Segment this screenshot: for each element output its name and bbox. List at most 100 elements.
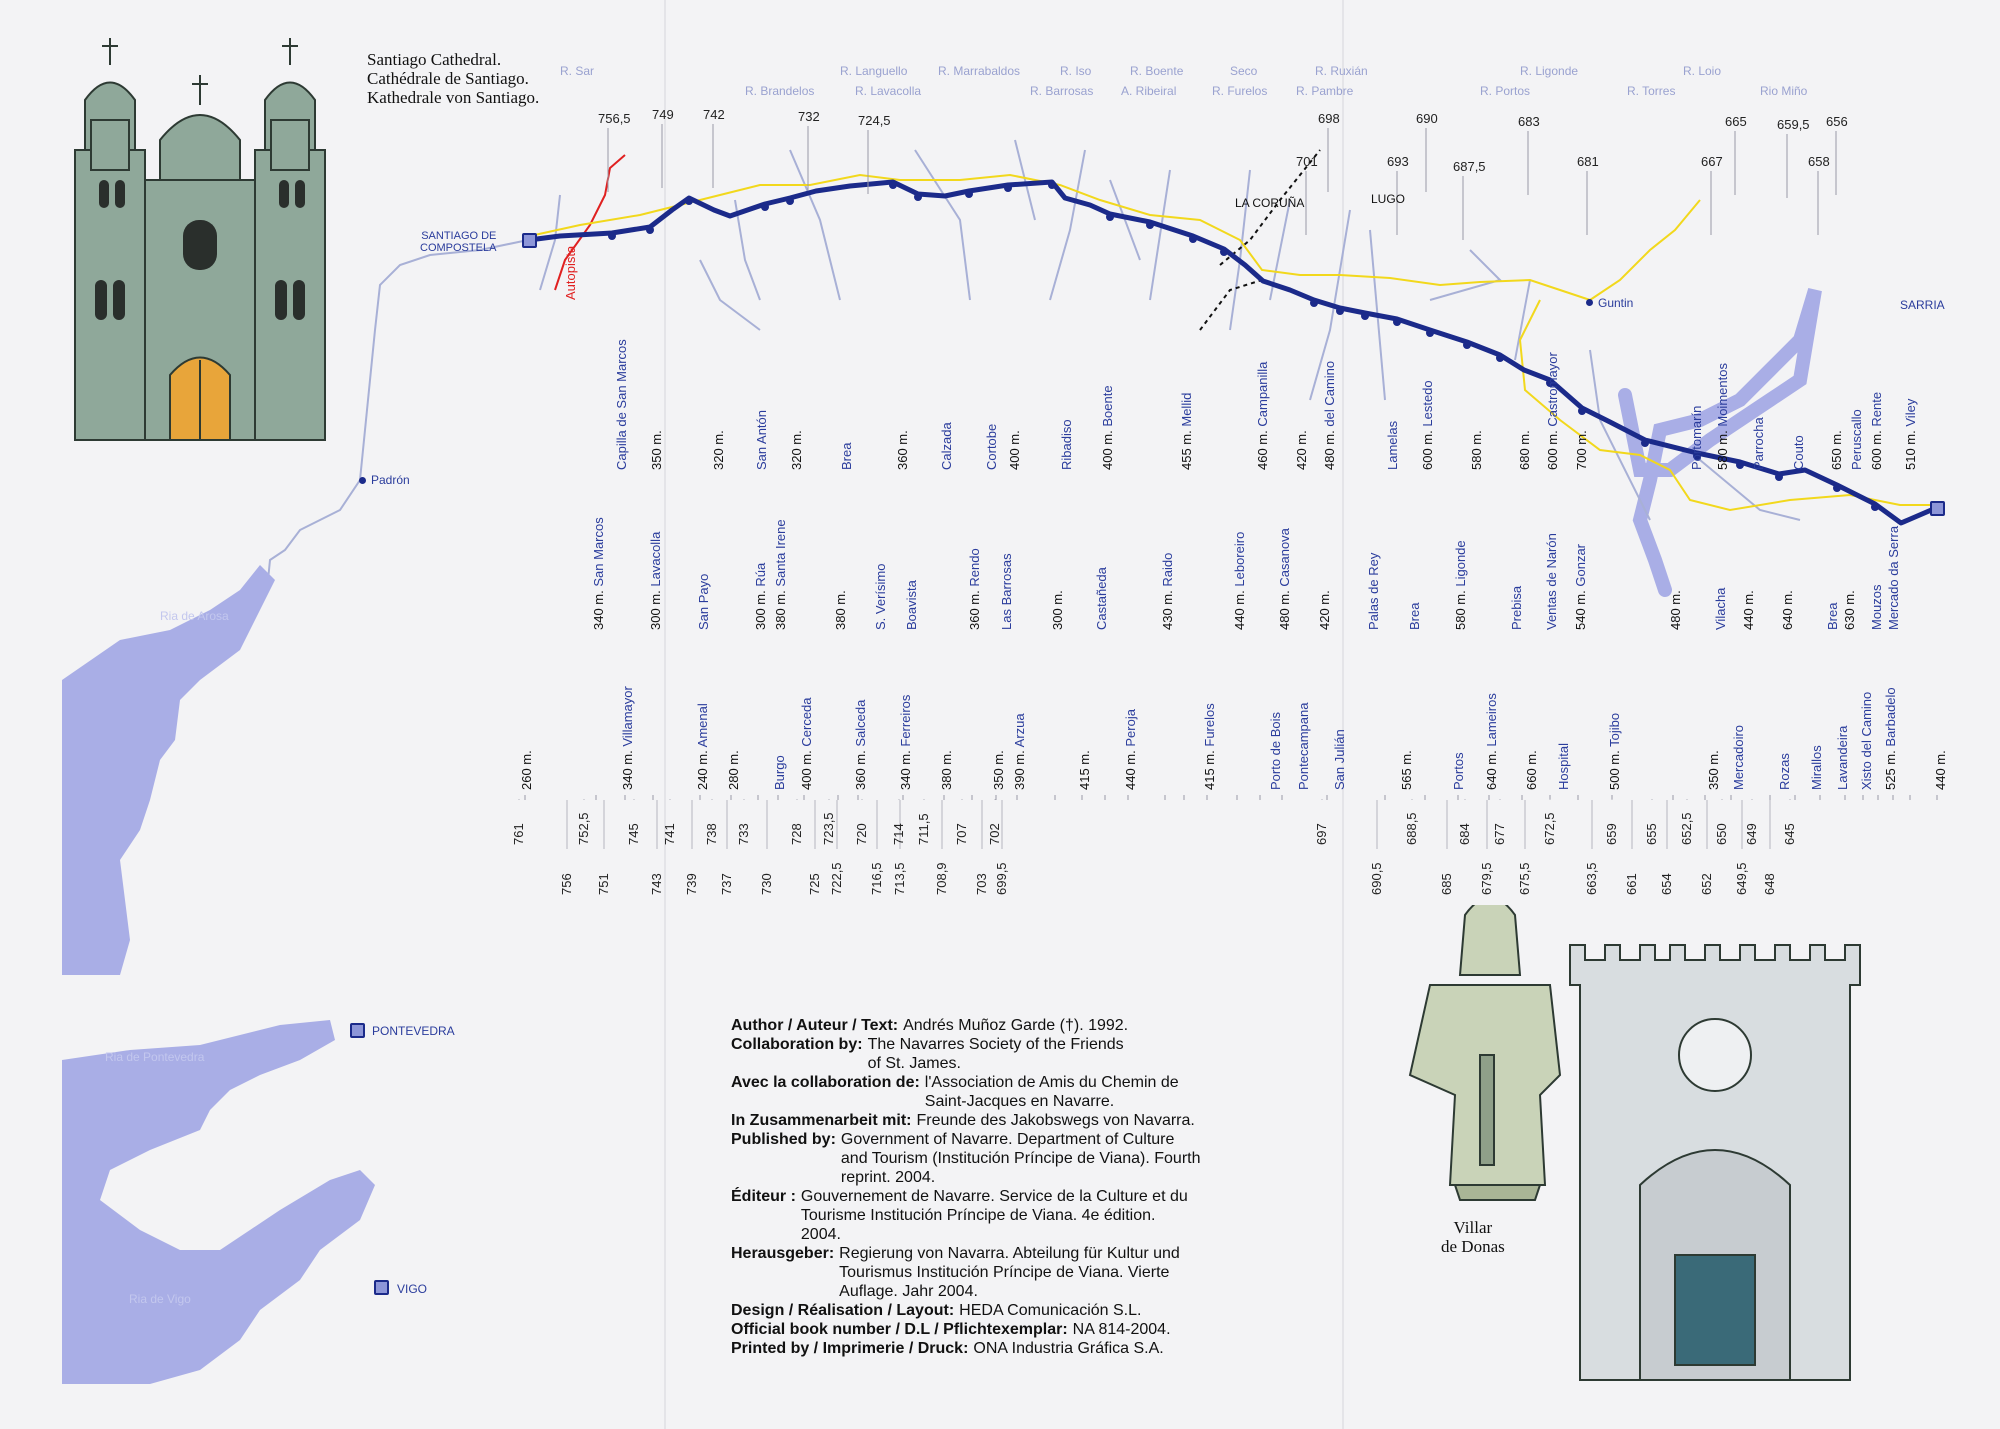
place-name: San Antón <box>754 410 769 470</box>
autopista-text: Autopista <box>563 245 578 300</box>
credit-row: Published by: Government of Navarre. Depa… <box>731 1130 1201 1187</box>
place-altitude: 540 m. <box>1573 590 1588 630</box>
credit-row: Author / Auteur / Text: Andrés Muñoz Gard… <box>731 1016 1201 1035</box>
padron-dot <box>359 477 366 484</box>
river-line <box>789 149 841 301</box>
river-line <box>914 149 971 301</box>
coastal-map <box>62 239 529 1384</box>
km-mark-label: 756 <box>559 873 574 895</box>
top-altitude-label: 687,5 <box>1453 159 1486 174</box>
place-name: Porto de Bois <box>1268 711 1283 790</box>
place-altitude: 280 m. <box>726 750 741 790</box>
km-mark-label: 655 <box>1644 823 1659 845</box>
credit-text: Andrés Muñoz Garde (†). 1992. <box>903 1016 1128 1035</box>
river-line <box>1149 169 1171 301</box>
santiago-label: SANTIAGO DE COMPOSTELA <box>420 230 496 254</box>
km-mark-label: 650 <box>1714 823 1729 845</box>
km-mark-label: 649,5 <box>1734 862 1749 895</box>
place-name: Mercadoiro <box>1731 724 1746 790</box>
place-altitude: 640 m. <box>1484 750 1499 790</box>
place-name: Rozas <box>1777 753 1792 790</box>
km-mark-label: 711,5 <box>916 813 931 845</box>
credit-text: ONA Industria Gráfica S.A. <box>973 1339 1163 1358</box>
rio-mino-water <box>1618 287 1822 597</box>
place-altitude: 480 m. <box>1668 590 1683 630</box>
place-name: Rendo <box>967 548 982 587</box>
place-altitude: 650 m. <box>1829 430 1844 470</box>
place-name: Las Barrosas <box>999 553 1014 630</box>
place-label: Porto de Bois <box>1268 711 1283 790</box>
place-name: Casanova <box>1277 528 1292 587</box>
place-name: Arzua <box>1012 713 1027 748</box>
place-name: San Julián <box>1332 729 1347 790</box>
village-dot <box>1048 181 1056 189</box>
credit-line: Saint-Jacques en Navarre. <box>924 1093 1115 1110</box>
km-mark-label: 649 <box>1744 823 1759 845</box>
credit-label: Official book number / D.L / Pflichtexem… <box>731 1321 1068 1338</box>
place-altitude: 630 m. <box>1842 590 1857 630</box>
km-mark-label: 743 <box>649 873 664 895</box>
top-altitude-label: 667 <box>1701 154 1723 169</box>
credit-line: l'Association de Amis du Chemin de <box>924 1074 1179 1091</box>
road-line-secondary <box>1518 299 1935 512</box>
credit-text: NA 814-2004. <box>1073 1320 1171 1339</box>
km-mark-label: 684 <box>1457 823 1472 845</box>
river-line <box>1589 349 1651 521</box>
river-label: R. Languello <box>840 64 908 78</box>
place-label: Las Barrosas <box>999 553 1014 630</box>
place-name: Capilla de San Marcos <box>614 339 629 470</box>
vigo-marker <box>374 1280 389 1295</box>
place-name: Lameiros <box>1484 693 1499 747</box>
km-mark-label: 679,5 <box>1479 862 1494 895</box>
km-mark-label: 645 <box>1782 823 1797 845</box>
km-mark-label: 703 <box>974 873 989 895</box>
top-altitude-label: 683 <box>1518 114 1540 129</box>
place-name: Lavandeira <box>1835 725 1850 790</box>
place-name: Prebisa <box>1509 585 1524 630</box>
credit-line: HEDA Comunicación S.L. <box>959 1302 1142 1319</box>
province-boundary <box>1199 279 1263 331</box>
place-altitude: 300 m. <box>1050 590 1065 630</box>
credit-label: Author / Auteur / Text: <box>731 1017 899 1034</box>
village-dot <box>1336 307 1344 315</box>
place-name: Cortobe <box>984 423 999 470</box>
village-dot <box>1693 452 1701 460</box>
km-mark-label: 652,5 <box>1679 812 1694 845</box>
place-altitude: 600 m. <box>1420 430 1435 470</box>
km-mark-label: 761 <box>511 823 526 845</box>
village-dot <box>1146 221 1154 229</box>
ria-vigo-label: Ria de Vigo <box>129 1292 191 1306</box>
place-label: 650 m. <box>1829 430 1844 470</box>
place-label: 420 m. <box>1317 590 1332 630</box>
santiago-marker <box>522 233 537 248</box>
place-altitude: 400 m. <box>1100 430 1115 470</box>
place-altitude: 580 m. <box>1453 590 1468 630</box>
place-altitude: 640 m. <box>1780 590 1795 630</box>
place-altitude: 480 m. <box>1277 590 1292 630</box>
credit-line: and Tourism (Institución Príncipe de Via… <box>840 1150 1201 1167</box>
top-altitude-label: 659,5 <box>1777 117 1810 132</box>
village-dot <box>889 181 897 189</box>
place-name: Ribadiso <box>1059 419 1074 470</box>
place-name: Xisto del Camino <box>1859 691 1874 790</box>
place-altitude: 510 m. <box>1903 430 1918 470</box>
credit-row: Printed by / Imprimerie / Druck: ONA Indu… <box>731 1339 1201 1358</box>
village-dot <box>1361 312 1369 320</box>
village-dot <box>1004 184 1012 192</box>
place-label: 360 m. Salceda <box>853 700 868 790</box>
river-line <box>1049 149 1086 301</box>
pontevedra-label: PONTEVEDRA <box>372 1024 455 1038</box>
place-name: Pontecampana <box>1296 702 1311 790</box>
place-altitude: 340 m. <box>898 750 913 790</box>
la-coruna-label: LA CORUÑA <box>1235 196 1305 210</box>
place-altitude: 380 m. <box>939 750 954 790</box>
river-line <box>699 259 761 331</box>
place-label: 500 m. Tojibo <box>1607 713 1622 790</box>
place-altitude: 300 m. <box>648 590 663 630</box>
river-line <box>539 194 561 291</box>
place-name: S. Verísimo <box>873 563 888 630</box>
place-altitude: 320 m. <box>789 430 804 470</box>
villar-de-donas-illustration <box>1408 905 1861 1381</box>
km-mark-label: 652 <box>1699 873 1714 895</box>
river-label: Seco <box>1230 64 1258 78</box>
